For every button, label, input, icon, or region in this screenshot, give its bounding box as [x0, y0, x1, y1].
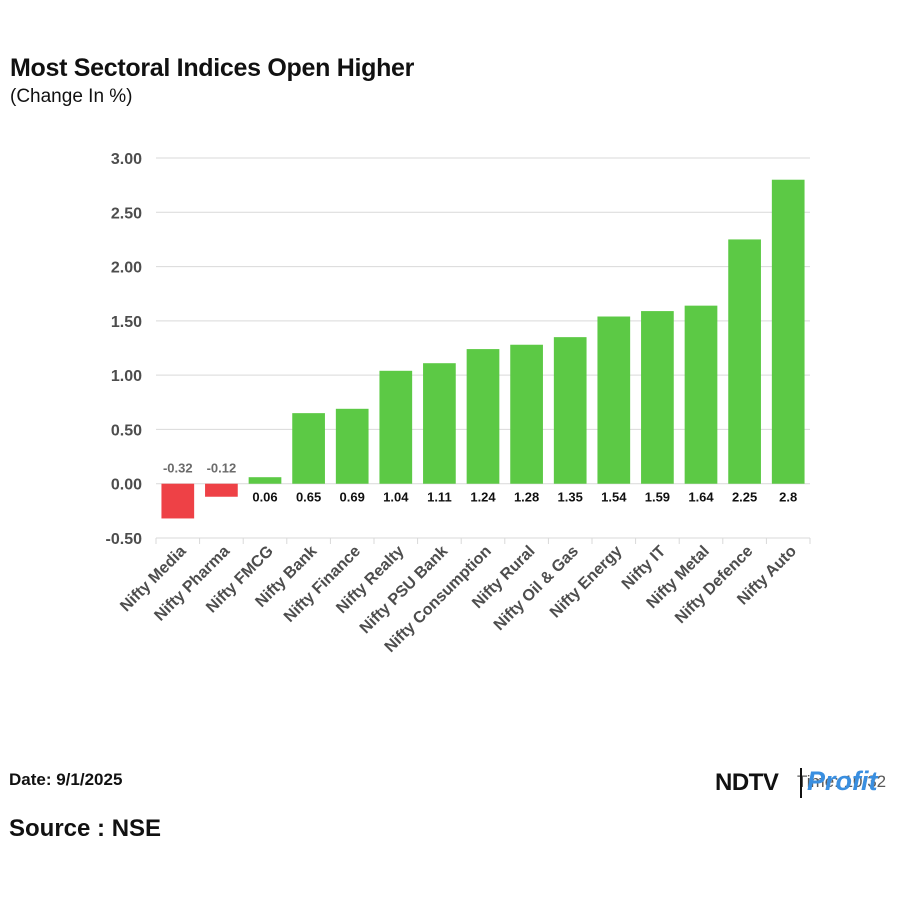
data-label: 1.24: [470, 490, 496, 505]
bar: [771, 179, 805, 484]
data-label: 0.69: [340, 490, 365, 505]
data-label: 1.64: [688, 490, 714, 505]
bar-chart: -0.32 -0.12 0.06 0.65 0.69 1.04 1.11 1.24 1.28 1.…: [106, 151, 811, 656]
bar: [684, 305, 718, 484]
data-label: 2.8: [779, 490, 797, 505]
bar: [248, 477, 282, 484]
y-tick-label: 2.00: [111, 260, 142, 277]
data-label: -0.12: [207, 461, 237, 476]
bar: [466, 349, 500, 484]
data-label: 0.06: [252, 490, 277, 505]
bar: [335, 408, 369, 484]
x-category-label: Nifty Finance: [281, 543, 364, 626]
data-label: 1.59: [645, 490, 670, 505]
bar: [510, 344, 543, 484]
chart-subtitle: (Change In %): [10, 86, 133, 107]
x-category-label: Nifty Pharma: [151, 543, 233, 625]
y-tick-label: 0.50: [111, 422, 142, 439]
y-tick-label: -0.50: [106, 531, 143, 548]
y-tick-label: 3.00: [111, 151, 142, 168]
brand-profit: Profit: [807, 766, 878, 796]
bar: [641, 311, 674, 484]
date-label: Date: 9/1/2025: [9, 770, 123, 789]
data-label: 1.11: [427, 490, 452, 505]
data-label: 2.25: [732, 490, 757, 505]
data-label: 1.35: [558, 490, 583, 505]
bar: [423, 363, 456, 484]
data-label: 1.28: [514, 490, 539, 505]
data-label: -0.32: [163, 461, 193, 476]
chart-title: Most Sectoral Indices Open Higher: [10, 54, 415, 82]
data-label: 1.54: [601, 490, 627, 505]
y-tick-label: 1.50: [111, 314, 142, 331]
data-label: 0.65: [296, 490, 321, 505]
bar: [553, 337, 587, 484]
y-tick-label: 1.00: [111, 368, 142, 385]
bar: [379, 370, 413, 484]
data-label: 1.04: [383, 490, 409, 505]
source-label: Source : NSE: [9, 815, 162, 842]
y-tick-label: 2.50: [111, 205, 142, 222]
bar: [161, 483, 195, 519]
brand-divider: [800, 768, 802, 798]
bar: [205, 483, 238, 497]
brand-ndtv: NDTV: [715, 769, 779, 796]
brand-logo: NDTV Time: 10:32 Profit: [715, 766, 895, 802]
bar: [597, 316, 631, 484]
bar: [728, 239, 761, 484]
bar: [292, 413, 325, 484]
y-tick-label: 0.00: [111, 477, 142, 494]
timestamp: Time: 10:32: [797, 772, 887, 791]
x-category-label: Nifty Defence: [672, 543, 756, 627]
